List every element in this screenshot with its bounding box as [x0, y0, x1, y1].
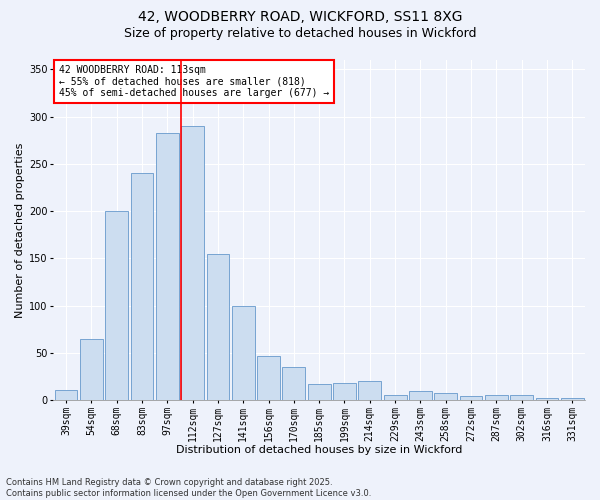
Bar	[80, 338, 103, 400]
Bar	[131, 174, 154, 400]
Text: 42, WOODBERRY ROAD, WICKFORD, SS11 8XG: 42, WOODBERRY ROAD, WICKFORD, SS11 8XG	[138, 10, 462, 24]
Bar	[156, 132, 179, 400]
Bar	[434, 394, 457, 400]
Bar	[333, 383, 356, 400]
Bar	[181, 126, 204, 400]
Bar	[55, 390, 77, 400]
Y-axis label: Number of detached properties: Number of detached properties	[15, 142, 25, 318]
Bar	[358, 381, 381, 400]
X-axis label: Distribution of detached houses by size in Wickford: Distribution of detached houses by size …	[176, 445, 463, 455]
Bar	[283, 367, 305, 400]
Bar	[485, 396, 508, 400]
Bar	[308, 384, 331, 400]
Bar	[511, 396, 533, 400]
Text: 42 WOODBERRY ROAD: 113sqm
← 55% of detached houses are smaller (818)
45% of semi: 42 WOODBERRY ROAD: 113sqm ← 55% of detac…	[59, 65, 329, 98]
Text: Contains HM Land Registry data © Crown copyright and database right 2025.
Contai: Contains HM Land Registry data © Crown c…	[6, 478, 371, 498]
Bar	[561, 398, 584, 400]
Bar	[384, 396, 407, 400]
Bar	[232, 306, 254, 400]
Bar	[409, 390, 432, 400]
Bar	[460, 396, 482, 400]
Bar	[257, 356, 280, 400]
Bar	[206, 254, 229, 400]
Text: Size of property relative to detached houses in Wickford: Size of property relative to detached ho…	[124, 28, 476, 40]
Bar	[536, 398, 559, 400]
Bar	[105, 211, 128, 400]
